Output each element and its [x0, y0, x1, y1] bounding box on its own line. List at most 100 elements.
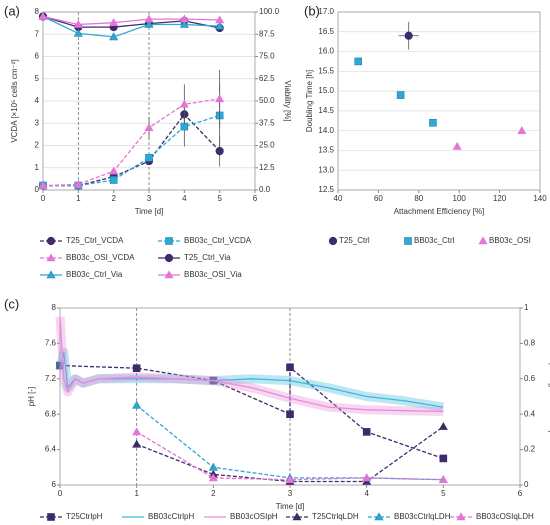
legend-marker	[46, 270, 56, 279]
legend-marker	[47, 513, 55, 521]
y-tick-label: 8	[52, 303, 57, 312]
legend-marker	[46, 253, 56, 262]
data-point	[73, 179, 83, 188]
y-tick-label: 6	[35, 52, 40, 61]
legend-label: BB03cCtrlqLDH	[394, 512, 451, 521]
legend-label: BB03c_OSI_Via	[184, 270, 242, 279]
y2-tick-label: 62.5	[259, 74, 275, 83]
y-tick-label: 17.0	[318, 7, 334, 16]
series-line	[42, 15, 220, 26]
legend-label: T25CtrlqLDH	[312, 512, 359, 521]
data-point	[215, 146, 224, 156]
y-tick-label: 6.4	[45, 445, 57, 454]
data-point	[429, 118, 437, 127]
data-point	[517, 126, 527, 134]
data-point	[215, 15, 225, 24]
data-point	[109, 18, 119, 26]
plot-frame	[337, 11, 541, 191]
x-axis-label: Time [d]	[135, 207, 164, 216]
y-tick-label: 7.6	[45, 339, 57, 348]
legend-marker	[164, 270, 174, 279]
legend-label: T25_Ctrl_Via	[184, 253, 231, 262]
data-point	[38, 180, 48, 189]
y-tick-label: 3	[35, 118, 40, 127]
legend-marker	[328, 236, 338, 246]
data-point	[132, 364, 141, 372]
data-point	[109, 176, 118, 184]
y2-tick-label: 12.5	[259, 163, 275, 172]
data-point	[144, 19, 154, 28]
y-tick-label: 0	[35, 185, 40, 194]
x-tick-label: 80	[414, 194, 423, 203]
y2-tick-label: 0.6	[524, 374, 536, 383]
y-tick-label: 1	[35, 163, 40, 172]
data-point	[286, 410, 294, 419]
x-tick-label: 0	[41, 194, 46, 203]
panel-label: (c)	[4, 296, 19, 311]
data-point	[438, 475, 448, 483]
legend-label: T25_Ctrl	[339, 236, 370, 245]
x-tick-label: 4	[182, 194, 187, 203]
legend-label: BB03c_Ctrl_Via	[66, 270, 123, 279]
y-tick-label: 8	[35, 7, 40, 16]
data-point	[132, 439, 142, 448]
x-tick-label: 6	[518, 489, 523, 498]
legend-marker	[46, 236, 56, 246]
y-tick-label: 14.0	[318, 126, 334, 135]
y-tick-label: 15.0	[318, 86, 334, 95]
data-point	[208, 473, 218, 482]
y2-tick-label: 75.0	[259, 52, 275, 61]
legend-marker	[374, 512, 384, 521]
legend-marker	[292, 512, 302, 521]
data-point	[362, 473, 372, 482]
x-tick-label: 120	[493, 194, 507, 203]
x-tick-label: 40	[334, 194, 343, 203]
y2-tick-label: 25.0	[259, 141, 275, 150]
x-tick-label: 5	[217, 194, 222, 203]
data-point	[145, 153, 153, 162]
y2-tick-label: 37.5	[259, 118, 275, 127]
y-tick-label: 7	[35, 29, 40, 38]
y-tick-label: 12.5	[318, 185, 334, 194]
data-point	[109, 166, 119, 175]
x-axis-label: Attachment Efficiency [%]	[394, 207, 485, 216]
data-point	[396, 91, 405, 99]
legend-label: BB03c_Ctrl_VCDA	[184, 236, 252, 245]
x-tick-label: 1	[76, 194, 81, 203]
data-point	[362, 428, 371, 436]
y-tick-label: 15.5	[318, 66, 334, 75]
data-point	[144, 123, 154, 131]
data-point	[132, 427, 142, 436]
y-tick-label: 7.2	[45, 374, 57, 383]
series-line	[43, 113, 221, 187]
y2-tick-label: 0.0	[259, 185, 271, 194]
data-point	[179, 14, 189, 23]
legend-label: BB03c_Ctrl	[414, 236, 455, 245]
x-tick-label: 60	[374, 194, 383, 203]
legend-marker	[165, 237, 173, 245]
x-tick-label: 2	[211, 489, 216, 498]
y-tick-label: 2	[35, 141, 40, 150]
y-tick-label: 14.5	[318, 106, 334, 115]
y-axis-label: Doubling Time [h]	[305, 70, 314, 132]
legend-label: BB03c_OSI_VCDA	[66, 253, 135, 262]
x-tick-label: 100	[453, 194, 467, 203]
x-tick-label: 0	[58, 489, 63, 498]
x-tick-label: 3	[147, 194, 152, 203]
legend-label: T25CtrlpH	[66, 512, 103, 521]
legend-label: BB03cOSIpH	[230, 512, 278, 521]
y-tick-label: 16.0	[318, 47, 334, 56]
data-point	[452, 141, 462, 150]
x-tick-label: 140	[533, 194, 547, 203]
y2-tick-label: 0.4	[524, 409, 536, 418]
legend-label: BB03cOSIqLDH	[476, 512, 534, 521]
y-tick-label: 6.8	[45, 409, 57, 418]
x-tick-label: 5	[441, 489, 446, 498]
y2-axis-label: Viability [%]	[283, 80, 292, 121]
legend-label: T25_Ctrl_VCDA	[66, 236, 124, 245]
y2-tick-label: 50.0	[259, 96, 275, 105]
data-point	[73, 19, 83, 28]
data-point	[38, 11, 48, 20]
x-tick-label: 3	[288, 489, 293, 498]
